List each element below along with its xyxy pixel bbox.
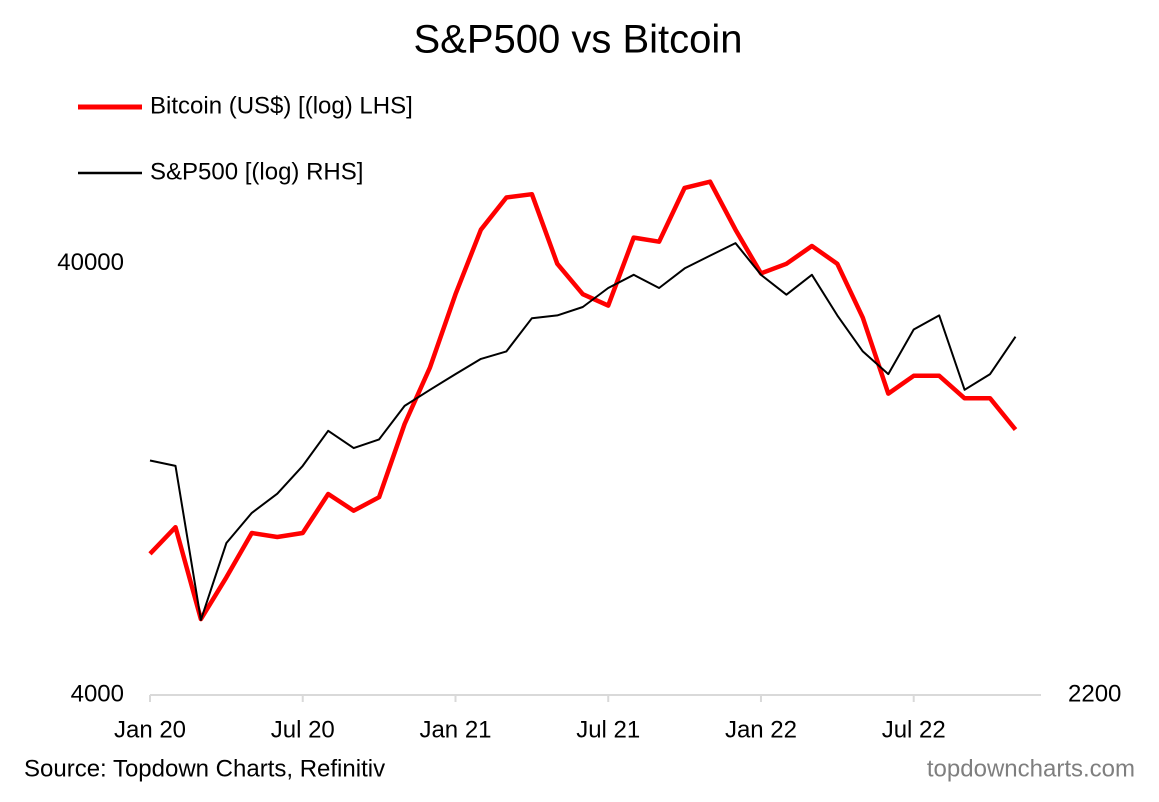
credit: topdowncharts.com [927, 755, 1135, 782]
x-tick-label: Jul 20 [271, 716, 335, 743]
chart-title: S&P500 vs Bitcoin [413, 18, 742, 62]
legend-label: Bitcoin (US$) [(log) LHS] [150, 92, 413, 119]
x-tick-label: Jan 22 [725, 716, 797, 743]
legend-label: S&P500 [(log) RHS] [150, 158, 363, 185]
source: Source: Topdown Charts, Refinitiv [24, 755, 385, 782]
x-tick-label: Jul 21 [576, 716, 640, 743]
y2-tick-label: 2200 [1068, 680, 1121, 707]
x-tick-label: Jan 21 [419, 716, 491, 743]
x-tick-label: Jan 20 [114, 716, 186, 743]
x-tick-label: Jul 22 [882, 716, 946, 743]
y-tick-label: 40000 [57, 249, 124, 276]
y-tick-label: 4000 [71, 680, 124, 707]
series-line [149, 242, 1017, 621]
series-line [148, 179, 1018, 622]
